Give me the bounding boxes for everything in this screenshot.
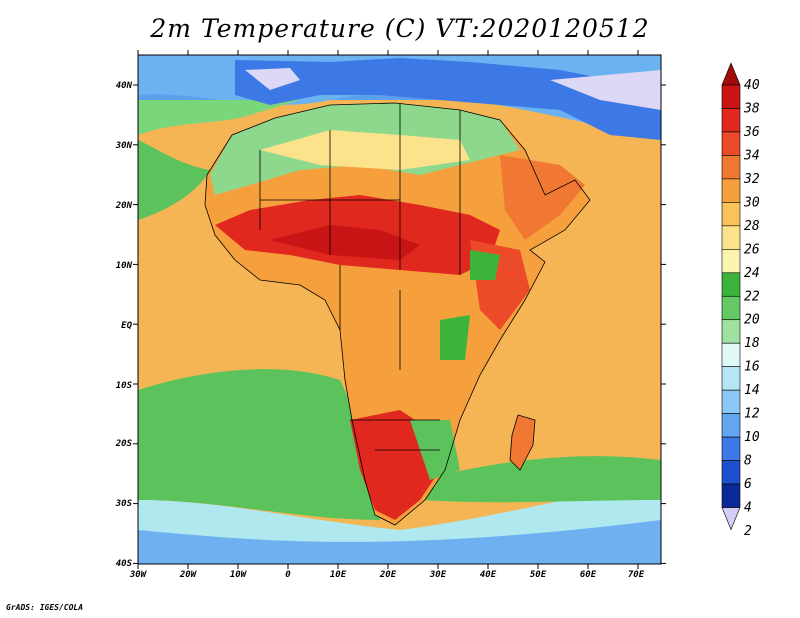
colorbar-top-triangle [721,62,741,86]
lat-axis: 40N 30N 20N 10N EQ 10S 20S 30S 40S [115,81,133,569]
lat-tick-label: 20N [115,201,133,211]
lon-tick-label: 10W [230,570,248,580]
colorbar-label: 4 [744,501,752,516]
map-field [138,55,661,564]
colorbar-label: 6 [744,477,752,492]
colorbar-swatch [721,108,741,133]
lon-tick-label: 50E [530,570,547,580]
lat-tick-label: 10S [116,381,133,391]
colorbar-swatch [721,342,741,367]
colorbar: 40 38 36 34 32 30 28 26 24 22 20 18 16 14 12 10 8 6 4 2 [721,62,760,539]
axis-ticks [133,50,666,569]
colorbar-swatch [721,178,741,203]
colorbar-swatch [721,202,741,227]
colorbar-label: 16 [744,360,760,375]
colorbar-swatch [721,131,741,156]
lat-tick-label: 20S [115,439,133,449]
colorbar-swatch [721,319,741,344]
colorbar-label: 14 [744,383,760,398]
lat-tick-label: 30N [115,141,133,151]
colorbar-label: 30 [743,195,760,210]
colorbar-swatch [721,272,741,297]
colorbar-swatch [721,155,741,180]
south-atlantic-green [138,369,380,520]
lon-tick-label: 30W [129,570,148,580]
great-lakes-cool [440,315,470,360]
colorbar-label: 40 [744,78,760,93]
southern-ocean-cold [138,520,661,564]
colorbar-label: 36 [743,125,760,140]
lon-tick-label: 20E [379,570,397,580]
lon-tick-label: 60E [580,570,597,580]
colorbar-label: 12 [744,407,760,422]
lat-tick-label: 40S [116,559,133,569]
northwest-atlantic-green [138,100,300,135]
colorbar-swatch [721,366,741,391]
sahel-hottest [270,225,420,260]
colorbar-label: 8 [744,454,752,469]
grads-credit: GrADS: IGES/COLA [6,603,84,612]
colorbar-swatch [721,483,741,508]
colorbar-swatch [721,436,741,461]
lon-tick-label: 70E [628,570,645,580]
lon-tick-label: 20W [179,570,198,580]
lon-tick-label: 40E [480,570,497,580]
colorbar-swatch [721,84,741,109]
colorbar-label: 10 [744,430,760,445]
lon-tick-label: 30E [429,570,447,580]
sahara-north [260,130,470,170]
lat-tick-label: 10N [116,261,133,271]
colorbar-label: 28 [744,219,760,234]
arabian-peninsula [500,155,585,240]
canary-current-green [138,140,210,220]
colorbar-label: 22 [744,289,760,304]
lon-axis: 30W 20W 10W 0 10E 20E 30E 40E 50E 60E 70… [129,570,645,580]
colorbar-label: 20 [744,313,760,328]
snow-region-asia [550,70,661,110]
lat-tick-label: 40N [116,81,133,91]
colorbar-label: 34 [743,148,760,163]
country-borders [204,102,591,526]
colorbar-swatch [721,389,741,414]
colorbar-label: 2 [744,524,752,539]
colorbar-swatch [721,225,741,250]
lon-tick-label: 10E [330,570,347,580]
madagascar [510,415,535,470]
colorbar-label: 24 [744,266,760,281]
colorbar-label: 26 [744,242,760,257]
chart-title: 2m Temperature (C) VT:2020120512 [150,14,650,43]
colorbar-label: 38 [743,101,760,116]
lon-tick-label: 0 [285,570,291,580]
indian-ocean-south-green [420,456,661,503]
colorbar-swatch [721,295,741,321]
colorbar-swatch [721,413,741,438]
europe-cold-region [235,58,661,140]
colorbar-swatch [721,249,741,274]
colorbar-label: 18 [744,336,760,351]
lat-tick-label: EQ [121,321,132,331]
map-frame [137,54,662,565]
ethiopian-highlands [470,250,500,280]
lat-tick-label: 30S [115,499,133,509]
colorbar-label: 32 [743,172,760,187]
snow-region-iberia [245,68,300,90]
central-africa [335,290,470,380]
colorbar-bottom-triangle [721,507,741,531]
colorbar-swatch [721,460,741,485]
